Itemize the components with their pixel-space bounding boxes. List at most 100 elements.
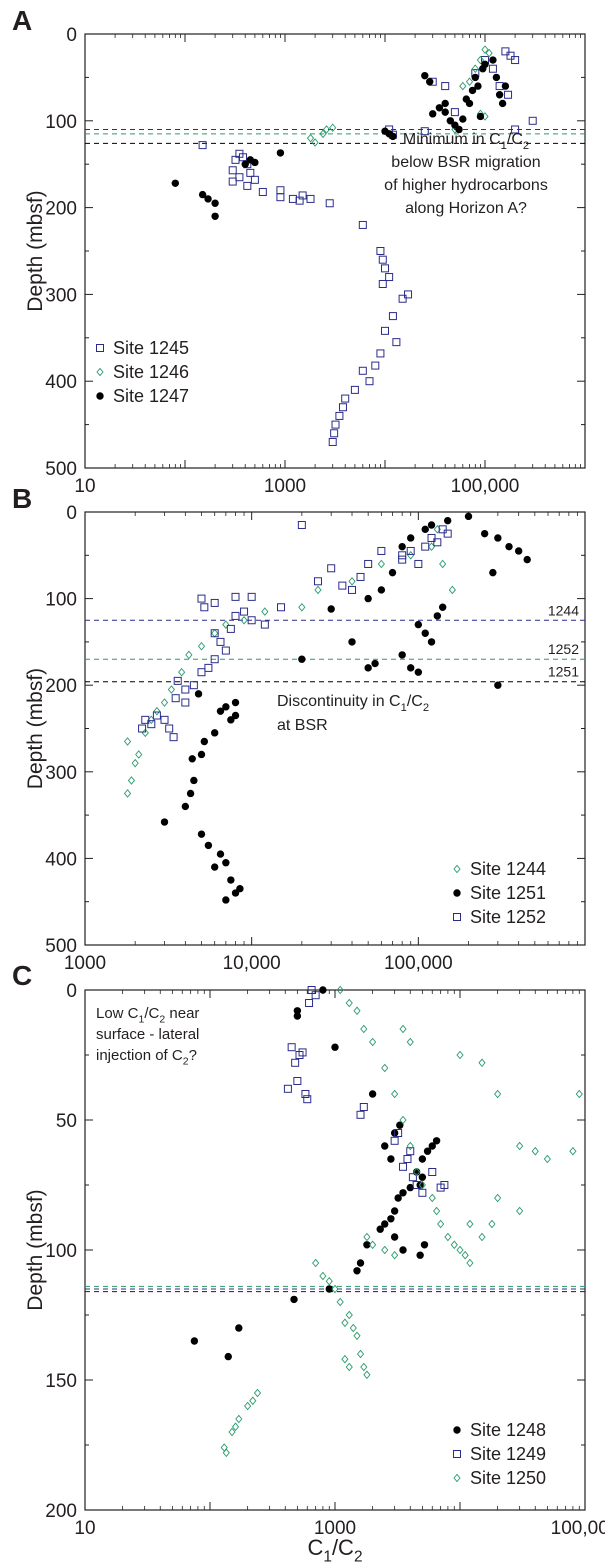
data-point xyxy=(298,1048,307,1057)
data-point xyxy=(311,991,320,1000)
data-point xyxy=(381,1245,389,1255)
legend-marker xyxy=(453,889,461,897)
data-point xyxy=(197,830,206,838)
data-point xyxy=(305,999,314,1007)
data-point xyxy=(388,312,397,321)
data-point xyxy=(189,681,198,690)
data-point xyxy=(399,1246,407,1254)
data-point xyxy=(160,698,169,707)
data-point xyxy=(329,123,337,133)
data-point xyxy=(327,564,336,573)
data-point xyxy=(211,628,219,638)
bsr-line-label: 1244 xyxy=(548,602,579,618)
data-point xyxy=(494,681,502,689)
legend-label: Site 1245 xyxy=(113,338,189,358)
y-tick-label: 200 xyxy=(45,199,77,220)
data-point xyxy=(575,1089,583,1099)
x-tick-label: 10,000 xyxy=(223,953,281,974)
y-tick-label: 300 xyxy=(45,763,77,784)
data-point xyxy=(178,667,186,677)
legend-label: Site 1251 xyxy=(470,883,546,903)
data-point xyxy=(468,86,477,95)
data-point xyxy=(283,1084,292,1093)
data-point xyxy=(247,616,256,625)
data-point xyxy=(350,385,359,394)
y-tick-label: 400 xyxy=(45,372,77,393)
data-point xyxy=(152,711,161,720)
data-point xyxy=(222,859,230,867)
y-tick-label: 100 xyxy=(45,112,77,133)
data-point xyxy=(466,1219,474,1229)
x-tick-label: 100,000 xyxy=(384,953,453,974)
data-point xyxy=(416,1251,424,1259)
x-tick-label: 1000 xyxy=(314,1518,356,1539)
legend-label: Site 1252 xyxy=(470,907,546,927)
data-point xyxy=(325,1276,333,1286)
data-point xyxy=(504,90,513,99)
data-point xyxy=(398,555,407,564)
data-point xyxy=(169,733,178,742)
data-point xyxy=(251,158,259,167)
data-point xyxy=(450,1240,458,1250)
data-point xyxy=(414,668,423,676)
y-tick-label: 50 xyxy=(56,1111,77,1132)
data-point xyxy=(277,603,286,612)
data-point xyxy=(173,676,182,685)
data-point xyxy=(231,698,240,707)
data-point xyxy=(488,64,497,73)
data-point xyxy=(414,620,423,629)
data-point xyxy=(349,1323,357,1333)
data-point xyxy=(358,220,367,229)
data-point xyxy=(543,1154,551,1164)
data-point xyxy=(250,175,259,184)
data-point xyxy=(406,1141,414,1151)
data-point xyxy=(448,585,456,595)
data-point xyxy=(328,437,337,446)
data-point xyxy=(389,132,397,141)
data-point xyxy=(494,1193,502,1203)
data-point xyxy=(228,177,237,186)
data-point xyxy=(376,247,385,255)
y-tick-label: 500 xyxy=(45,936,77,957)
data-point xyxy=(222,703,230,711)
data-point xyxy=(160,818,169,826)
data-point xyxy=(228,1427,236,1437)
data-point xyxy=(231,611,240,620)
data-point xyxy=(418,1180,426,1190)
y-tick-label: 400 xyxy=(45,849,77,870)
data-point xyxy=(353,1331,361,1341)
data-point xyxy=(197,594,206,603)
data-point xyxy=(181,685,190,694)
data-point xyxy=(465,77,474,87)
data-point xyxy=(514,547,523,555)
data-point xyxy=(235,1414,243,1424)
data-point xyxy=(523,555,531,564)
data-point xyxy=(413,1167,421,1177)
legend-marker xyxy=(453,1450,461,1458)
data-point xyxy=(141,715,150,724)
data-point xyxy=(394,1194,402,1202)
data-point xyxy=(437,1219,445,1229)
data-point xyxy=(293,1007,302,1015)
data-point xyxy=(330,429,339,438)
data-point xyxy=(506,51,515,60)
data-point xyxy=(528,116,537,125)
data-point xyxy=(190,776,198,785)
data-point xyxy=(501,82,510,90)
data-point xyxy=(165,724,174,733)
data-point xyxy=(301,1090,310,1098)
data-point xyxy=(418,1155,427,1163)
data-point xyxy=(390,1207,399,1215)
data-point xyxy=(348,638,356,646)
data-point xyxy=(511,125,520,134)
data-point xyxy=(287,1043,296,1052)
data-point xyxy=(478,1232,486,1242)
data-point xyxy=(364,559,373,568)
data-point xyxy=(440,1181,449,1189)
data-point xyxy=(407,550,415,560)
data-point xyxy=(485,48,493,58)
data-point xyxy=(398,542,406,551)
data-point xyxy=(160,715,169,724)
data-point xyxy=(492,73,501,82)
bsr-line-label: 1251 xyxy=(548,664,579,680)
